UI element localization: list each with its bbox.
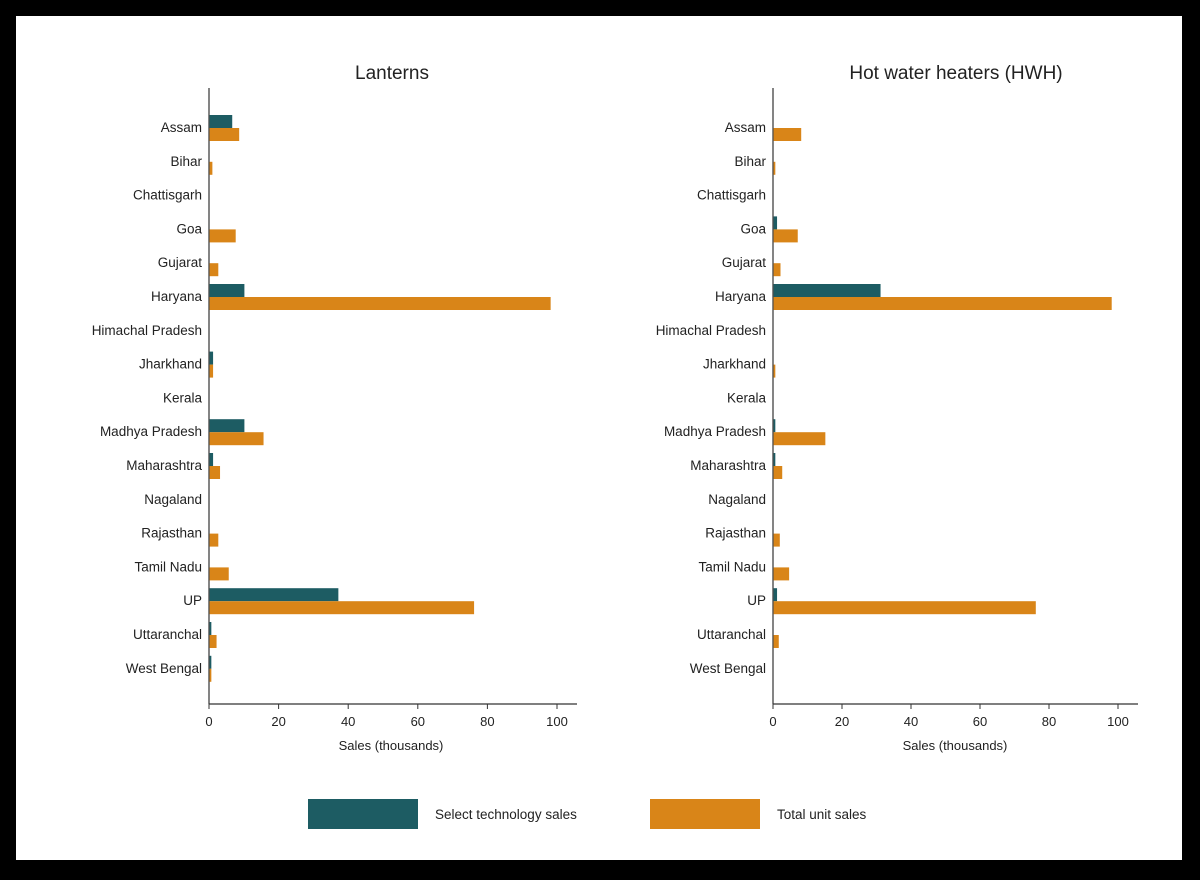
category-label-rajasthan: Rajasthan — [141, 526, 202, 541]
total-sales-bar-haryana — [773, 297, 1112, 310]
total-sales-bar-bihar — [209, 161, 213, 175]
figure-frame: Lanterns 0 20 40 60 80 100 Sales (thousands) Ass… — [16, 16, 1182, 860]
category-label-jharkhand: Jharkhand — [139, 357, 202, 372]
select-tech-bar-assam — [209, 115, 233, 128]
category-label-nagaland: Nagaland — [708, 492, 766, 507]
total-sales-bar-goa — [209, 229, 236, 243]
x-tick-label: 0 — [769, 714, 776, 729]
total-sales-bar-maharashtra — [773, 466, 783, 479]
select-tech-bar-jharkhand — [209, 351, 214, 365]
category-label-tamil-nadu: Tamil Nadu — [134, 559, 202, 574]
total-sales-bar-maharashtra — [209, 466, 221, 479]
total-sales-bar-assam — [773, 128, 802, 141]
total-sales-bar-tamil-nadu — [773, 567, 790, 581]
category-label-bihar: Bihar — [734, 154, 766, 169]
total-sales-bar-madhya-pradesh — [209, 432, 264, 446]
category-label-jharkhand: Jharkhand — [703, 357, 766, 372]
legend-label-select: Select technology sales — [435, 807, 577, 822]
total-sales-bar-assam — [209, 128, 240, 141]
x-axis-label: Sales (thousands) — [339, 738, 444, 753]
category-label-up: UP — [183, 593, 202, 608]
total-sales-bar-west-bengal — [209, 668, 212, 682]
select-tech-bar-up — [209, 588, 339, 602]
select-tech-bar-maharashtra — [773, 453, 776, 466]
total-sales-bar-up — [209, 601, 475, 615]
chart-title: Hot water heaters (HWH) — [849, 63, 1062, 84]
chart-title: Lanterns — [355, 63, 429, 84]
x-tick-label: 40 — [904, 714, 918, 729]
total-sales-bar-bihar — [773, 161, 776, 175]
category-label-chattisgarh: Chattisgarh — [697, 188, 766, 203]
category-label-haryana: Haryana — [715, 289, 767, 304]
category-label-assam: Assam — [725, 120, 766, 135]
select-tech-bar-madhya-pradesh — [773, 419, 776, 433]
x-tick-label: 100 — [1107, 714, 1129, 729]
total-sales-bar-rajasthan — [773, 533, 780, 547]
x-tick-label: 60 — [411, 714, 425, 729]
legend-swatch-total — [650, 799, 760, 829]
x-tick-label: 80 — [480, 714, 494, 729]
category-label-assam: Assam — [161, 120, 202, 135]
total-sales-bar-gujarat — [209, 263, 219, 277]
category-label-madhya-pradesh: Madhya Pradesh — [100, 424, 202, 439]
total-sales-bar-gujarat — [773, 263, 781, 277]
category-label-west-bengal: West Bengal — [690, 661, 766, 676]
lanterns-panel: Lanterns 0 20 40 60 80 100 Sales (thousands) Ass… — [92, 63, 577, 753]
total-sales-bar-jharkhand — [209, 364, 214, 378]
category-label-chattisgarh: Chattisgarh — [133, 188, 202, 203]
chart-legend: Select technology sales Total unit sales — [308, 799, 867, 829]
category-label-kerala: Kerala — [163, 390, 203, 405]
x-tick-label: 20 — [835, 714, 849, 729]
category-label-kerala: Kerala — [727, 390, 767, 405]
category-label-uttaranchal: Uttaranchal — [697, 627, 766, 642]
chart-figure: Lanterns 0 20 40 60 80 100 Sales (thousands) Ass… — [92, 63, 1138, 829]
x-axis-label: Sales (thousands) — [903, 738, 1008, 753]
select-tech-bar-west-bengal — [209, 655, 212, 669]
category-label-goa: Goa — [176, 221, 202, 236]
select-tech-bar-goa — [773, 216, 778, 230]
select-tech-bar-haryana — [209, 284, 245, 297]
x-tick-label: 60 — [973, 714, 987, 729]
category-label-gujarat: Gujarat — [158, 255, 203, 270]
category-label-west-bengal: West Bengal — [126, 661, 202, 676]
category-label-madhya-pradesh: Madhya Pradesh — [664, 424, 766, 439]
total-sales-bar-tamil-nadu — [209, 567, 229, 581]
select-tech-bar-haryana — [773, 284, 881, 297]
x-tick-label: 0 — [205, 714, 212, 729]
total-sales-bar-jharkhand — [773, 364, 776, 378]
category-label-himachal-pradesh: Himachal Pradesh — [656, 323, 766, 338]
category-label-gujarat: Gujarat — [722, 255, 767, 270]
category-label-uttaranchal: Uttaranchal — [133, 627, 202, 642]
total-sales-bar-goa — [773, 229, 798, 243]
category-label-bihar: Bihar — [170, 154, 202, 169]
select-tech-bar-maharashtra — [209, 453, 214, 466]
category-label-rajasthan: Rajasthan — [705, 526, 766, 541]
x-tick-label: 40 — [341, 714, 355, 729]
category-label-maharashtra: Maharashtra — [126, 458, 202, 473]
category-label-up: UP — [747, 593, 766, 608]
select-tech-bar-madhya-pradesh — [209, 419, 245, 433]
x-tick-label: 100 — [546, 714, 568, 729]
category-label-himachal-pradesh: Himachal Pradesh — [92, 323, 202, 338]
total-sales-bar-uttaranchal — [773, 635, 779, 648]
total-sales-bar-uttaranchal — [209, 635, 217, 648]
select-tech-bar-uttaranchal — [209, 622, 212, 635]
category-label-maharashtra: Maharashtra — [690, 458, 766, 473]
hwh-panel: Hot water heaters (HWH) 0 20 40 60 80 100 Sales… — [656, 63, 1138, 753]
legend-label-total: Total unit sales — [777, 807, 867, 822]
total-sales-bar-rajasthan — [209, 533, 219, 547]
total-sales-bar-madhya-pradesh — [773, 432, 826, 446]
category-label-tamil-nadu: Tamil Nadu — [698, 559, 766, 574]
legend-swatch-select — [308, 799, 418, 829]
select-tech-bar-up — [773, 588, 778, 602]
x-tick-label: 80 — [1042, 714, 1056, 729]
category-label-goa: Goa — [740, 221, 766, 236]
x-tick-label: 20 — [271, 714, 285, 729]
total-sales-bar-up — [773, 601, 1036, 615]
category-label-haryana: Haryana — [151, 289, 203, 304]
total-sales-bar-haryana — [209, 297, 551, 310]
category-label-nagaland: Nagaland — [144, 492, 202, 507]
